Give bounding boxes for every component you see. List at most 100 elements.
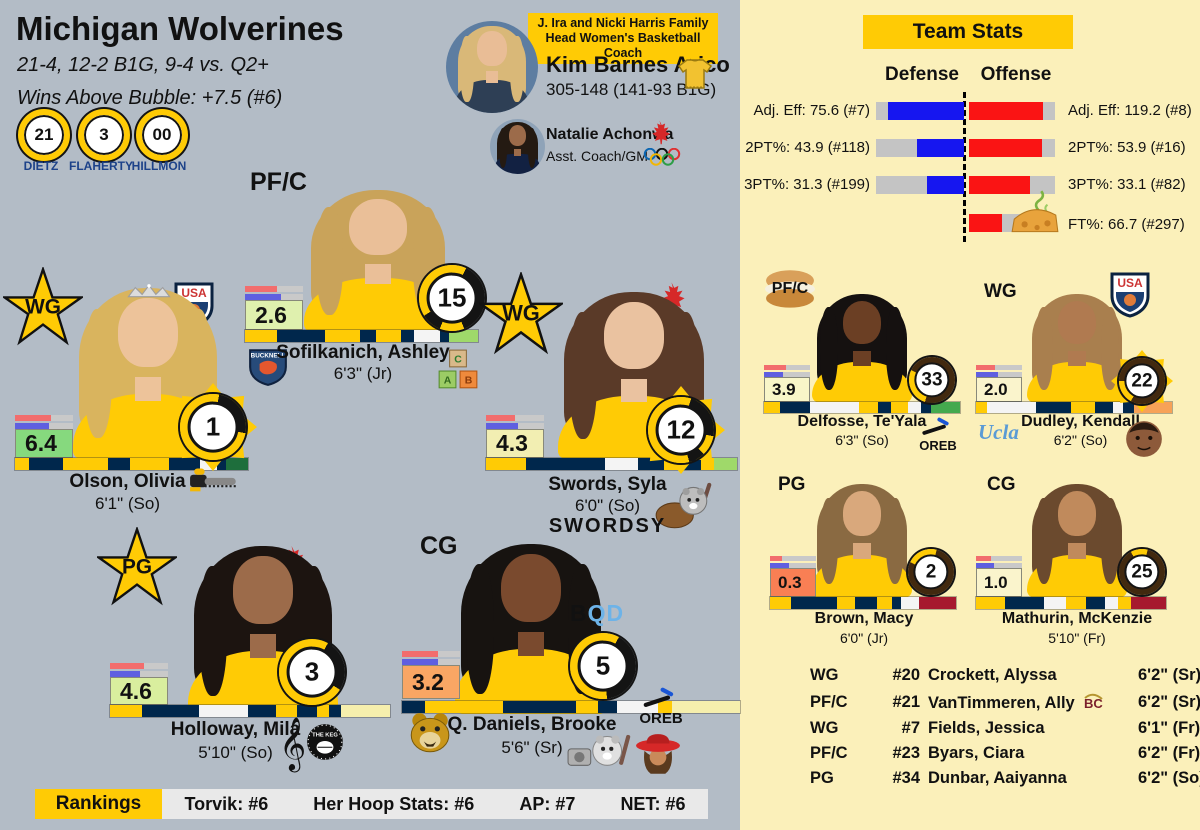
defense-bar bbox=[876, 176, 964, 194]
bench-name: Byars, Ciara bbox=[928, 744, 1025, 762]
oreb-squeegee-icon bbox=[922, 417, 949, 435]
toy-blocks-icon: C A B bbox=[438, 349, 478, 389]
coach-photo bbox=[446, 21, 538, 113]
jersey-number: 3 bbox=[78, 109, 130, 161]
player-name: Q. Daniels, Brooke bbox=[447, 714, 617, 735]
jersey-badge-3: 3 bbox=[279, 639, 345, 705]
percentile-bars bbox=[15, 415, 73, 431]
svg-text:C: C bbox=[454, 355, 462, 366]
jersey-badge-flaherty: 3 bbox=[78, 109, 130, 161]
game-log-bar bbox=[110, 705, 391, 717]
jersey-badge-15: 15 bbox=[419, 265, 485, 331]
player-height-class: 5'10" (So) bbox=[198, 743, 273, 762]
jersey-number: 21 bbox=[18, 109, 70, 161]
svg-text:PG: PG bbox=[122, 555, 152, 578]
player-photo-dudley bbox=[1023, 294, 1131, 403]
defense-stat-label: 3PT%: 31.3 (#199) bbox=[744, 176, 870, 193]
player-name: Brown, Macy bbox=[814, 610, 914, 627]
bench-name: Dunbar, Aaiyanna bbox=[928, 769, 1067, 787]
page-title: Michigan Wolverines bbox=[16, 10, 344, 47]
bench-number: #23 bbox=[892, 744, 920, 762]
right-panel-background bbox=[740, 0, 1200, 830]
jersey-badge-dietz: 21 bbox=[18, 109, 70, 161]
bench-name: VanTimmeren, Ally BC bbox=[928, 691, 1130, 713]
dog-hockey-camera-icon bbox=[567, 734, 631, 766]
bench-pos: PF/C bbox=[810, 744, 848, 762]
jersey-number: 00 bbox=[136, 109, 188, 161]
olympic-rings-icon bbox=[643, 148, 681, 166]
oreb-label: OREB bbox=[639, 710, 683, 727]
stat-value-box: 4.3 bbox=[486, 429, 544, 458]
position-label-mathurin: CG bbox=[987, 474, 1016, 495]
percentile-bars bbox=[764, 365, 810, 379]
player-name: Delfosse, Te'Yala bbox=[797, 413, 927, 430]
percentile-bars bbox=[976, 556, 1022, 570]
coach-title-banner: J. Ira and Nicki Harris Family Head Wome… bbox=[528, 13, 718, 64]
player-height-class: 5'6" (Sr) bbox=[501, 738, 563, 757]
bucknell-logo: BUCKNELL bbox=[249, 349, 287, 386]
stat-value-box: 2.6 bbox=[245, 300, 303, 330]
player-name: Sofilkanich, Ashley bbox=[276, 342, 450, 363]
oreb-label: OREB bbox=[919, 438, 957, 453]
player-height-class: 6'0" (So) bbox=[574, 496, 641, 515]
jersey-name: DIETZ bbox=[23, 159, 59, 173]
game-log-bar bbox=[976, 402, 1172, 413]
jersey-badge-2: 2 bbox=[908, 549, 954, 595]
offense-bar bbox=[969, 139, 1055, 157]
coach-record: 305-148 (141-93 B1G) bbox=[546, 80, 717, 99]
jersey-badge-5: 5 bbox=[570, 633, 636, 699]
player-height-class: 6'3" (Jr) bbox=[333, 364, 393, 383]
player-height-class: 5'10" (Fr) bbox=[1048, 630, 1106, 646]
percentile-bars bbox=[402, 651, 460, 667]
boston-college-logo: BC bbox=[1084, 693, 1104, 711]
bench-name: Fields, Jessica bbox=[928, 719, 1045, 737]
rankings-bar: Torvik: #6 Her Hoop Stats: #6 AP: #7 NET… bbox=[162, 789, 708, 819]
svg-text:USA: USA bbox=[181, 286, 207, 300]
svg-text:THE KEG: THE KEG bbox=[312, 733, 338, 739]
treble-clef-icon: 𝄞 bbox=[279, 716, 307, 770]
bench-height: 6'2" (Sr) bbox=[1138, 692, 1200, 711]
game-log-bar bbox=[245, 330, 478, 342]
offense-bar bbox=[969, 176, 1055, 194]
player-name: Swords, Syla bbox=[548, 474, 667, 495]
game-log-bar bbox=[15, 458, 248, 470]
stat-value-box: 2.0 bbox=[976, 377, 1022, 402]
beaver-hockey-icon bbox=[655, 482, 712, 529]
offense-stat-label: 2PT%: 53.9 (#16) bbox=[1068, 139, 1186, 156]
chainsaw-icon bbox=[190, 468, 236, 492]
player-name: Dudley, Kendall bbox=[1021, 413, 1140, 430]
record-line: 21-4, 12-2 B1G, 9-4 vs. Q2+ bbox=[17, 54, 269, 76]
defense-bar bbox=[876, 139, 964, 157]
offense-stat-label: 3PT%: 33.1 (#82) bbox=[1068, 176, 1186, 193]
bench-number: #20 bbox=[892, 666, 920, 684]
ranking-torvik: Torvik: #6 bbox=[184, 793, 269, 814]
bench-height: 6'2" (So) bbox=[1138, 769, 1200, 787]
jersey-badge-12: 12 bbox=[637, 386, 725, 474]
percentile-bars bbox=[110, 663, 168, 679]
player-height-class: 6'0" (Jr) bbox=[839, 630, 889, 646]
carmen-sandiego-icon bbox=[636, 734, 680, 774]
center-divider-line bbox=[963, 92, 966, 242]
ranking-net: NET: #6 bbox=[620, 793, 686, 814]
player-nickname: SWORDSY bbox=[548, 515, 667, 537]
defense-stat-label: 2PT%: 43.9 (#118) bbox=[745, 139, 870, 156]
stat-value-box: 0.3 bbox=[770, 568, 816, 597]
shaq-face-icon bbox=[1126, 421, 1162, 457]
jersey-name: FLAHERTY bbox=[69, 159, 133, 173]
bench-number: #21 bbox=[892, 692, 920, 711]
stat-value-box: 3.9 bbox=[764, 377, 810, 402]
bench-pos: PF/C bbox=[810, 692, 848, 711]
position-star-swords: WG bbox=[479, 272, 563, 355]
player-photo-brown bbox=[808, 484, 916, 598]
player-photo-mathurin bbox=[1023, 484, 1131, 598]
bench-height: 6'1" (Fr) bbox=[1138, 719, 1200, 737]
bench-name: Crockett, Alyssa bbox=[928, 666, 1057, 684]
usa-basketball-logo: USA bbox=[1110, 272, 1150, 318]
percentile-bars bbox=[976, 365, 1022, 379]
jersey-badge-33: 33 bbox=[909, 357, 955, 403]
ranking-her-hoop-stats: Her Hoop Stats: #6 bbox=[313, 793, 475, 814]
player-name: Holloway, Mila bbox=[170, 719, 301, 740]
game-log-bar bbox=[402, 701, 741, 713]
svg-text:A: A bbox=[444, 376, 452, 387]
jersey-name: HILLMON bbox=[131, 159, 187, 173]
